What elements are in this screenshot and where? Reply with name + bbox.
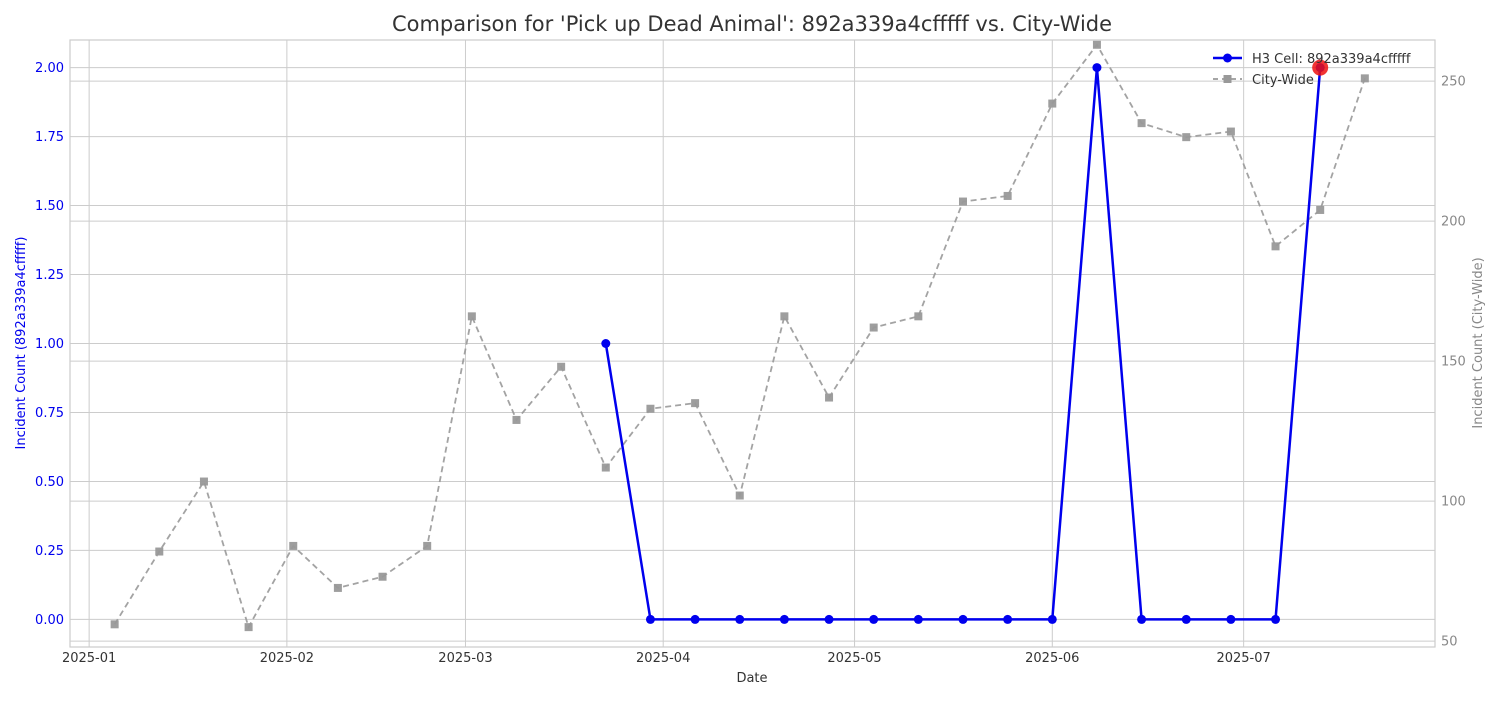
x-tick-label: 2025-07 (1216, 651, 1270, 666)
grid-layer (70, 40, 1435, 647)
x-tick-label: 2025-03 (438, 651, 492, 666)
legend-cell-label: H3 Cell: 892a339a4cfffff (1252, 52, 1411, 67)
city-wide-point (1048, 99, 1057, 108)
h3-cell-point (1137, 614, 1147, 624)
x-tick-label: 2025-01 (62, 651, 116, 666)
chart-title: Comparison for 'Pick up Dead Animal': 89… (392, 12, 1112, 36)
y-left-tick-label: 1.25 (35, 268, 64, 283)
city-wide-point (423, 541, 432, 550)
legend-city-marker (1223, 75, 1232, 83)
y-left-tick-label: 0.00 (35, 613, 64, 628)
h3-cell-point (1181, 614, 1191, 624)
h3-cell-point (913, 614, 923, 624)
city-wide-point (958, 197, 967, 206)
y-left-tick-label: 0.25 (35, 544, 64, 559)
city-wide-point (557, 362, 566, 371)
city-wide-line (113, 43, 1366, 630)
h3-cell-point (601, 339, 611, 348)
city-wide-point (735, 491, 744, 500)
h3-cell-point (958, 614, 968, 624)
city-wide-point (1226, 127, 1235, 136)
y-left-tick-label: 1.50 (35, 199, 64, 214)
city-wide-point (780, 312, 789, 321)
h3-cell-point (1003, 614, 1013, 624)
y-left-tick-label: 0.75 (35, 406, 64, 421)
city-wide-point (110, 620, 119, 629)
y-right-tick-label: 200 (1441, 215, 1466, 230)
x-tick-label: 2025-05 (827, 651, 881, 666)
x-tick-label: 2025-02 (260, 651, 314, 666)
h3-cell-point (1271, 614, 1281, 624)
h3-cell-point (779, 614, 789, 624)
y-right-tick-label: 50 (1441, 635, 1458, 650)
h3-cell-point (869, 614, 879, 624)
plot-area-frame (69, 39, 1436, 648)
y-left-tick-label: 1.75 (35, 130, 64, 145)
city-wide-point (1137, 119, 1146, 128)
city-wide-point (1316, 205, 1325, 214)
h3-cell-point (645, 614, 655, 624)
legend: H3 Cell: 892a339a4cfffff City-Wide (1213, 52, 1411, 88)
y-left-tick-label: 0.50 (35, 475, 64, 490)
x-tick-label: 2025-04 (636, 651, 690, 666)
legend-city-label: City-Wide (1252, 73, 1314, 88)
city-wide-point (512, 415, 521, 424)
legend-cell-marker (1223, 53, 1232, 63)
city-wide-point (601, 463, 610, 472)
h3-cell-point (1092, 63, 1102, 73)
y-right-tick-label: 250 (1441, 75, 1466, 90)
city-wide-point (1182, 133, 1191, 142)
x-tick-label: 2025-06 (1025, 651, 1079, 666)
city-wide-point (825, 393, 834, 402)
city-wide-point (869, 323, 878, 332)
y-right-tick-label: 150 (1441, 355, 1466, 370)
city-wide-point (646, 404, 655, 413)
h3-cell-point (1226, 614, 1236, 624)
h3-cell-point (1047, 614, 1057, 624)
city-wide-point (199, 477, 208, 486)
axis-layer: 2025-01 2025-02 2025-03 2025-04 2025-05 2025-… (35, 61, 1466, 666)
y-right-tick-label: 100 (1441, 495, 1466, 510)
h3-cell-point (735, 614, 745, 624)
city-wide-point (378, 572, 387, 581)
city-wide-point (691, 399, 700, 408)
city-wide-point (1003, 191, 1012, 200)
city-wide-point (1360, 74, 1369, 83)
city-wide-point (1092, 40, 1101, 49)
highlight-point (1312, 59, 1329, 76)
y-axis-left-label: Incident Count (892a339a4cfffff) (14, 237, 29, 450)
x-axis-label: Date (736, 671, 767, 686)
series-layer (110, 40, 1369, 632)
city-wide-point (244, 623, 253, 632)
y-left-tick-label: 2.00 (35, 61, 64, 76)
city-wide-point (914, 312, 923, 321)
city-wide-point (1271, 242, 1280, 251)
y-axis-right-label: Incident Count (City-Wide) (1471, 257, 1486, 428)
y-left-tick-label: 1.00 (35, 337, 64, 352)
h3-cell-point (824, 614, 834, 624)
city-wide-point (155, 547, 164, 556)
city-wide-point (289, 541, 298, 550)
city-wide-point (467, 312, 476, 321)
h3-cell-point (690, 614, 700, 624)
city-wide-point (333, 583, 342, 592)
